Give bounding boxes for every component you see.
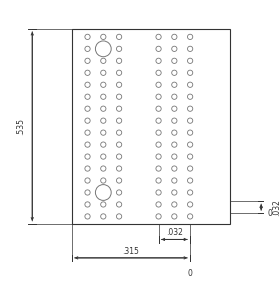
- Bar: [72, 29, 230, 224]
- Text: 0: 0: [188, 269, 193, 278]
- Text: .535: .535: [16, 118, 25, 135]
- Text: .032: .032: [166, 228, 183, 237]
- Text: 0: 0: [268, 208, 273, 217]
- Text: .315: .315: [122, 247, 139, 256]
- Text: .032: .032: [272, 199, 280, 216]
